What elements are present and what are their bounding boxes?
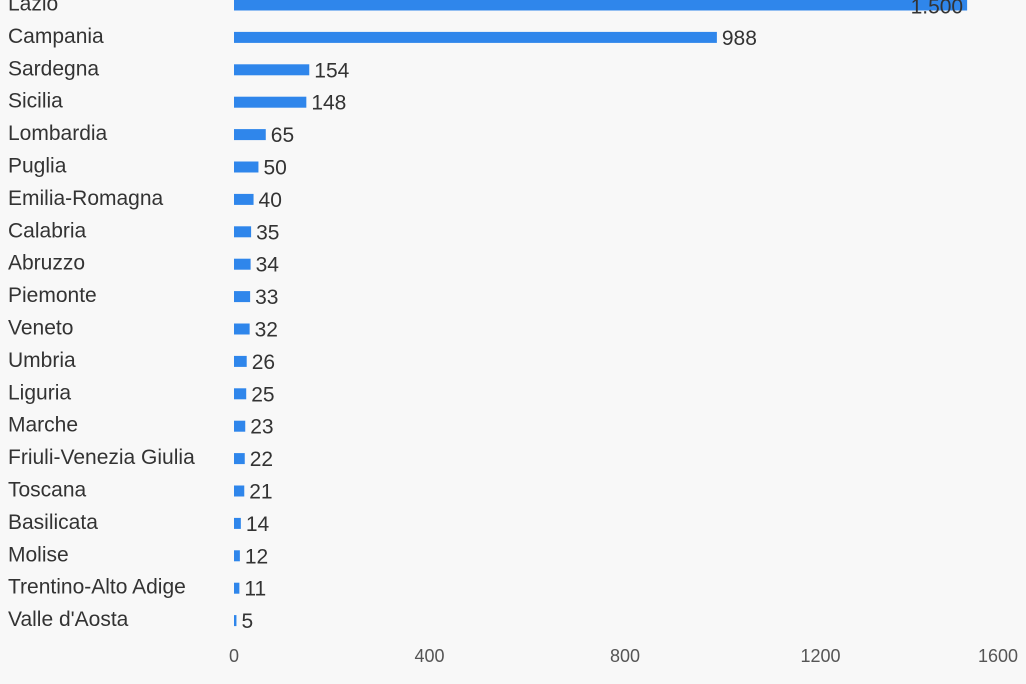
category-label: Veneto	[8, 317, 73, 340]
bar	[234, 96, 307, 108]
category-label: Trentino-Alto Adige	[8, 576, 186, 599]
value-label: 34	[256, 254, 280, 277]
category-label: Umbria	[8, 349, 76, 372]
category-label: Piemonte	[8, 284, 97, 307]
value-label: 988	[722, 27, 757, 50]
x-tick-label: 400	[414, 646, 444, 666]
value-label: 14	[246, 513, 270, 536]
bar	[234, 485, 245, 497]
bar	[234, 517, 241, 529]
value-label: 12	[245, 545, 268, 568]
category-label: Lazio	[8, 0, 58, 16]
value-label: 35	[256, 221, 279, 244]
category-label: Lombardia	[8, 122, 108, 145]
category-label: Calabria	[8, 219, 87, 242]
value-label: 11	[244, 578, 266, 601]
bar	[234, 355, 247, 367]
bar	[234, 0, 968, 11]
x-tick-label: 1600	[978, 646, 1018, 666]
category-label: Molise	[8, 543, 69, 566]
bar	[234, 226, 252, 238]
category-label: Valle d'Aosta	[8, 608, 129, 631]
bar	[234, 291, 251, 303]
category-label: Friuli-Venezia Giulia	[8, 446, 195, 469]
category-label: Puglia	[8, 155, 67, 178]
value-label: 148	[311, 92, 346, 115]
value-label: 65	[271, 124, 294, 147]
x-tick-label: 0	[229, 646, 239, 666]
bar	[234, 615, 237, 627]
bar	[234, 323, 250, 335]
category-label: Abruzzo	[8, 252, 85, 275]
category-label: Sicilia	[8, 90, 63, 113]
value-label: 23	[250, 416, 273, 439]
bar	[234, 161, 259, 173]
bar	[234, 258, 251, 270]
value-label: 1.500	[911, 0, 964, 19]
bar	[234, 388, 247, 400]
category-label: Sardegna	[8, 57, 99, 80]
bar	[234, 129, 266, 141]
category-label: Marche	[8, 414, 78, 437]
value-label: 40	[259, 189, 282, 212]
category-label: Liguria	[8, 381, 71, 404]
value-label: 26	[252, 351, 275, 374]
bar	[234, 193, 254, 205]
bar	[234, 453, 245, 465]
category-label: Campania	[8, 25, 104, 48]
value-label: 25	[251, 383, 274, 406]
x-tick-label: 1200	[800, 646, 840, 666]
x-tick-label: 800	[610, 646, 640, 666]
bar	[234, 582, 240, 594]
bar	[234, 64, 310, 76]
value-label: 32	[255, 319, 278, 342]
bar	[234, 31, 717, 43]
value-label: 33	[255, 286, 278, 309]
category-label: Basilicata	[8, 511, 98, 534]
value-label: 21	[249, 481, 272, 504]
bar	[234, 550, 240, 562]
value-label: 50	[263, 157, 286, 180]
value-label: 5	[241, 610, 253, 633]
value-label: 154	[314, 59, 349, 82]
category-label: Emilia-Romagna	[8, 187, 164, 210]
bar	[234, 420, 246, 432]
value-label: 22	[250, 448, 273, 471]
category-label: Toscana	[8, 479, 87, 502]
